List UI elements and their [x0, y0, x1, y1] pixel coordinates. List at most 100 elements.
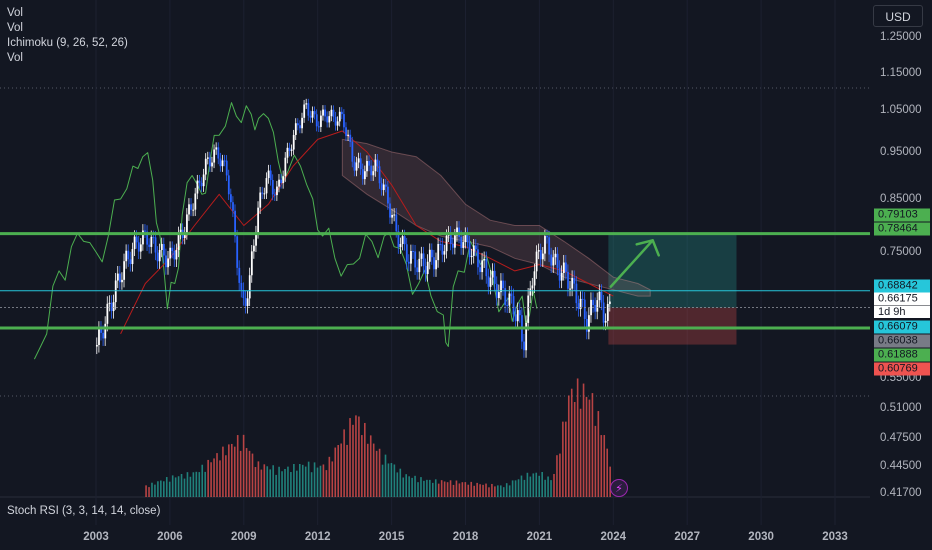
candle-body	[527, 295, 530, 323]
legend-item-vol-1[interactable]: Vol	[7, 7, 23, 19]
candle-body	[169, 247, 172, 259]
candle-body	[133, 236, 136, 250]
candle-body	[244, 298, 247, 306]
candle-body	[550, 254, 553, 266]
candle-body	[309, 115, 312, 118]
candle-body	[186, 214, 188, 234]
candle-body	[301, 117, 303, 129]
volume-bar	[201, 464, 204, 497]
candle-body	[299, 125, 301, 129]
volume-bar	[390, 463, 393, 497]
candle-body	[303, 104, 306, 118]
candle-body	[177, 232, 180, 250]
price-label: 0.66038	[874, 334, 930, 348]
volume-bar	[399, 468, 402, 497]
candle-body	[510, 293, 513, 297]
candle-body	[336, 121, 339, 126]
candle-body	[345, 127, 347, 136]
candle-body	[236, 236, 239, 268]
stoch-rsi-label[interactable]: Stoch RSI (3, 3, 14, 14, close)	[7, 505, 161, 517]
volume-bar	[251, 453, 254, 497]
candle-body	[284, 157, 287, 177]
candle-body	[280, 179, 283, 184]
candle-body	[313, 111, 316, 115]
volume-bar	[426, 479, 428, 497]
candle-body	[558, 267, 561, 281]
currency-button[interactable]: USD	[873, 5, 923, 27]
lightning-icon[interactable]: ⚡	[610, 479, 628, 497]
candle-body	[384, 184, 387, 187]
volume-bar	[594, 425, 597, 497]
volume-bar	[443, 481, 446, 497]
legend-item-ichimoku[interactable]: Ichimoku (9, 26, 52, 26)	[7, 37, 128, 49]
volume-bar	[230, 443, 233, 497]
volume-bar	[455, 480, 458, 497]
candle-body	[372, 171, 375, 176]
volume-bar	[290, 472, 292, 497]
volume-bar	[544, 479, 546, 497]
candle-body	[602, 302, 605, 323]
volume-bar	[414, 475, 416, 497]
volume-bar	[163, 481, 165, 497]
volume-bar	[165, 477, 168, 497]
volume-bar	[562, 421, 564, 497]
candle-body	[217, 147, 220, 159]
volume-bar	[452, 484, 455, 497]
candle-body	[460, 236, 463, 249]
candle-body	[175, 249, 178, 260]
indicator-legend: Vol Vol Ichimoku (9, 26, 52, 26) Vol	[7, 6, 128, 66]
volume-bar	[145, 485, 147, 497]
volume-bar	[284, 468, 286, 497]
volume-bar	[511, 480, 514, 497]
x-tick-label: 2018	[452, 531, 479, 543]
candle-body	[504, 288, 507, 305]
candle-body	[259, 192, 262, 208]
x-tick-label: 2033	[822, 531, 848, 543]
candle-body	[556, 253, 559, 268]
candle-body	[311, 111, 314, 118]
candle-body	[328, 116, 331, 123]
volume-bar	[529, 476, 532, 497]
candle-body	[431, 249, 433, 258]
trend-arrow	[609, 239, 654, 288]
candle-body	[445, 235, 448, 252]
candle-body	[414, 251, 417, 268]
volume-bar	[272, 465, 274, 497]
candle-body	[119, 273, 121, 283]
candle-body	[127, 250, 130, 260]
legend-item-vol-2[interactable]: Vol	[7, 22, 23, 34]
volume-bar	[550, 480, 552, 497]
target-zone	[608, 233, 737, 308]
candle-body	[483, 259, 486, 261]
volume-bar	[476, 482, 478, 497]
volume-bar	[301, 464, 304, 497]
candle-body	[539, 249, 542, 260]
candle-body	[135, 236, 138, 243]
volume-bar	[420, 477, 422, 497]
volume-bar	[582, 383, 585, 497]
candle-body	[376, 159, 379, 167]
volume-bar	[429, 479, 431, 497]
candle-body	[493, 270, 496, 284]
volume-bar	[470, 481, 473, 497]
candle-body	[315, 114, 318, 127]
volume-bar	[313, 462, 316, 497]
candle-body	[533, 271, 536, 286]
volume-bar	[352, 424, 354, 497]
candle-body	[364, 171, 366, 180]
candle-body	[565, 262, 567, 272]
candle-body	[552, 257, 555, 266]
volume-bar	[310, 472, 313, 497]
candle-body	[215, 147, 218, 150]
volume-bar	[204, 471, 206, 497]
candle-body	[424, 266, 427, 275]
candle-body	[351, 141, 354, 162]
candle-body	[537, 249, 540, 252]
legend-item-vol-3[interactable]: Vol	[7, 52, 23, 64]
candle-body	[449, 232, 452, 244]
x-tick-label: 2024	[600, 531, 627, 543]
candle-body	[110, 302, 113, 312]
volume-bar	[233, 446, 236, 497]
volume-bar	[195, 471, 198, 497]
